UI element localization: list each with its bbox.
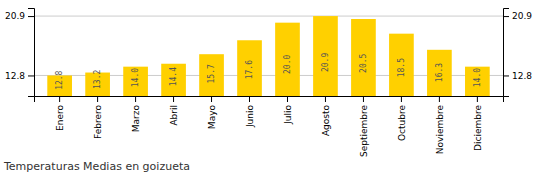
y-axis: 12.8 20.9	[5, 9, 35, 97]
x-axis: Enero Febrero Marzo Abril Mayo Junio Julio Agos…	[35, 96, 504, 157]
tick: Diciembre	[473, 96, 483, 151]
tick-mark	[173, 96, 174, 102]
tick-mark	[477, 96, 478, 102]
y-axis-right: 12.8 20.9	[503, 9, 532, 97]
tick-label: Diciembre	[473, 105, 483, 151]
tick: Octubre	[397, 96, 407, 141]
tick-label: 20.9	[512, 11, 532, 21]
tick-label: Marzo	[131, 105, 141, 133]
data-labels: 12.8 13.2 14.0 14.4 15.7 17.6 20.0 20.9 20.5 18.5…	[55, 53, 482, 90]
tick: Junio	[245, 96, 255, 128]
bar	[427, 50, 452, 96]
tick: Mayo	[207, 96, 217, 129]
data-label: 15.7	[207, 64, 216, 83]
bar	[351, 19, 376, 96]
data-label: 16.3	[435, 63, 444, 82]
tick-mark	[211, 96, 212, 102]
tick-mark	[97, 96, 98, 102]
tick-mark	[325, 96, 326, 102]
data-label: 14.0	[131, 68, 140, 87]
tick-mark	[287, 96, 288, 102]
chart-container: 12.8 13.2 14.0 14.4 15.7 17.6 20.0 20.9 20.5 18.5…	[0, 0, 537, 174]
axis-line	[35, 97, 504, 103]
plot-area	[47, 16, 489, 96]
tick-mark	[363, 96, 364, 102]
tick-label: Noviembre	[435, 105, 445, 155]
tick-mark	[439, 96, 440, 102]
chart: 12.8 13.2 14.0 14.4 15.7 17.6 20.0 20.9 20.5 18.5…	[0, 0, 537, 174]
tick: 12.8	[503, 71, 532, 81]
tick-label: Abril	[169, 105, 179, 126]
tick: Abril	[169, 96, 179, 126]
data-label: 12.8	[55, 70, 64, 89]
tick: Noviembre	[435, 96, 445, 154]
tick-label: Julio	[283, 105, 293, 125]
tick-label: Febrero	[93, 105, 103, 139]
data-label: 14.4	[169, 67, 178, 86]
tick-label: 12.8	[512, 71, 532, 81]
bar	[161, 64, 186, 96]
axis-line	[28, 9, 35, 97]
tick: Septiembre	[359, 96, 369, 157]
tick: Febrero	[93, 96, 103, 139]
data-label: 18.5	[397, 58, 406, 77]
tick-mark	[401, 96, 402, 102]
tick: 20.9	[5, 11, 34, 21]
axis-line	[504, 9, 510, 97]
tick-label: Junio	[245, 105, 255, 129]
tick-label: Septiembre	[359, 105, 369, 158]
bar	[237, 40, 262, 96]
tick-label: Agosto	[321, 105, 331, 137]
tick-mark	[503, 75, 509, 76]
tick: Agosto	[321, 96, 331, 136]
tick-label: Octubre	[397, 105, 407, 141]
tick: 20.9	[503, 11, 532, 21]
tick-mark	[503, 16, 509, 17]
data-label: 20.9	[321, 53, 330, 72]
bar	[389, 34, 414, 96]
tick-mark	[59, 96, 60, 102]
data-label: 14.0	[473, 68, 482, 87]
data-label: 20.5	[359, 53, 368, 72]
tick: Enero	[55, 96, 65, 131]
tick-mark	[28, 75, 34, 76]
tick: Julio	[283, 96, 293, 125]
tick: Marzo	[131, 96, 141, 132]
tick-mark	[249, 96, 250, 102]
tick-mark	[135, 96, 136, 102]
tick: 12.8	[5, 71, 34, 81]
data-label: 20.0	[283, 55, 292, 74]
bar	[123, 67, 148, 96]
tick-label: Enero	[55, 105, 65, 131]
data-label: 13.2	[93, 70, 102, 89]
bar	[313, 16, 338, 96]
bar	[275, 23, 300, 96]
tick-label: 20.9	[5, 11, 25, 21]
data-label: 17.6	[245, 60, 254, 79]
bar	[465, 67, 490, 96]
tick-label: Mayo	[207, 105, 217, 130]
title: Temperaturas Medias en goizueta	[3, 160, 190, 173]
grid-line	[34, 16, 503, 17]
tick-label: 12.8	[5, 71, 25, 81]
tick-mark	[28, 16, 34, 17]
bar	[199, 54, 224, 96]
